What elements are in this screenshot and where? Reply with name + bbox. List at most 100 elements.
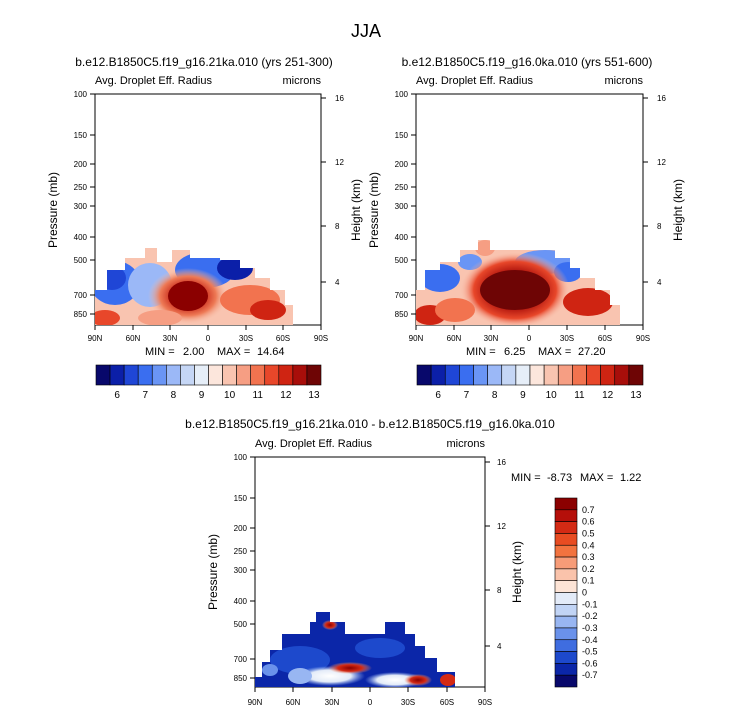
panel-1-colorbar: 6 7 8 9 10 11 12 13: [95, 364, 322, 401]
panel-2-ytick-right-1: 12: [657, 158, 666, 167]
panel-2-minmax: MIN = 6.25 MAX = 27.20: [466, 346, 606, 358]
panel-1-colorbar-swatch: [151, 364, 167, 386]
panel-3-ylabel: Pressure (mb): [206, 534, 220, 610]
panel-2-y-ticks: 100 150 200 250 300 400 500 700 850: [395, 90, 416, 319]
panel-2-max-label: MAX =: [538, 346, 571, 358]
panel-3-max-label: MAX =: [580, 472, 613, 484]
panel-3-ytick-1: 150: [234, 494, 248, 503]
panel-3-max-value: 1.22: [620, 472, 641, 484]
panel-2-colorbar: 6 7 8 9 10 11 12 13: [416, 364, 644, 401]
panel-2-max-value: 27.20: [578, 346, 606, 358]
panel-1-xtick-6: 90S: [314, 334, 328, 343]
panel-3-minmax: MIN = -8.73 MAX = 1.22: [511, 472, 641, 484]
panel-1-ylabel: Pressure (mb): [46, 172, 60, 248]
panel-2-title: b.e12.B1850C5.f19_g16.0ka.010 (yrs 551-6…: [402, 55, 653, 69]
panel-2-ytick-6: 500: [395, 256, 409, 265]
panel-3-colorbar-label: -0.5: [582, 647, 598, 657]
panel-1-colorbar-label: 9: [199, 390, 205, 401]
panel-3-ytick-8: 850: [234, 674, 248, 683]
panel-2-ytick-3: 250: [395, 183, 409, 192]
panel-2-colorbar-swatch: [473, 364, 488, 386]
panel-2-colorbar-swatch: [543, 364, 559, 386]
panel-2-colorbar-swatch: [628, 364, 644, 386]
panel-1-colorbar-swatch: [278, 364, 294, 386]
panel-3-ytick-2: 200: [234, 524, 248, 533]
panel-3-colorbar-swatch: [554, 533, 578, 546]
panel-3-colorbar-label: 0: [582, 588, 587, 598]
panel-2-colorbar-label: 7: [464, 390, 470, 401]
panel-3: b.e12.B1850C5.f19_g16.21ka.010 - b.e12.B…: [185, 417, 641, 707]
panel-3-colorbar-label: -0.1: [582, 599, 598, 609]
panel-1-title: b.e12.B1850C5.f19_g16.21ka.010 (yrs 251-…: [75, 55, 333, 69]
panel-1-ytick-1: 150: [74, 131, 88, 140]
panel-3-xtick-0: 90N: [248, 698, 263, 707]
panel-1-colorbar-swatch: [166, 364, 181, 386]
panel-3-colorbar-swatch: [554, 651, 578, 664]
panel-3-colorbar-label: -0.2: [582, 611, 598, 621]
panel-3-colorbar-label: -0.7: [582, 670, 598, 680]
panel-1-max-value: 14.64: [257, 346, 285, 358]
panel-3-ytick-7: 700: [234, 655, 248, 664]
panel-1-colorbar-label: 12: [280, 390, 292, 401]
panel-2-xtick-1: 60N: [447, 334, 462, 343]
panel-2-ytick-8: 850: [395, 310, 409, 319]
panel-1-colorbar-label: 6: [114, 390, 120, 401]
panel-3-xtick-2: 30N: [325, 698, 340, 707]
panel-2-ytick-1: 150: [395, 131, 409, 140]
panel-1-xtick-4: 30S: [239, 334, 253, 343]
panel-3-colorbar-label: -0.3: [582, 623, 598, 633]
panel-2-ytick-7: 700: [395, 291, 409, 300]
panel-1-colorbar-swatch: [292, 364, 308, 386]
panel-3-title: b.e12.B1850C5.f19_g16.21ka.010 - b.e12.B…: [185, 417, 555, 431]
panel-1-xtick-5: 60S: [276, 334, 290, 343]
panel-2-colorbar-swatch: [557, 364, 573, 386]
panel-3-ytick-right-2: 8: [497, 586, 502, 595]
panel-3-colorbar-swatch: [554, 674, 578, 688]
panel-2-y-right-ticks: 16 12 8 4: [643, 94, 666, 287]
panel-2-colorbar-label: 11: [574, 390, 585, 401]
panel-3-colorbar-label: 0.2: [582, 564, 595, 574]
panel-1-y-ticks: 100 150 200 250 300 400 500 700 850: [74, 90, 95, 319]
panel-3-ytick-right-1: 12: [497, 522, 506, 531]
panel-2-xtick-6: 90S: [636, 334, 650, 343]
panel-1-right-label: microns: [282, 75, 321, 87]
panel-2-ylabel: Pressure (mb): [367, 172, 381, 248]
panel-3-colorbar-swatch: [554, 509, 578, 522]
panel-2-colorbar-label: 9: [520, 390, 526, 401]
panel-1: b.e12.B1850C5.f19_g16.21ka.010 (yrs 251-…: [46, 55, 363, 401]
panel-2-right-label: microns: [604, 75, 643, 87]
panel-3-colorbar-swatch: [554, 627, 578, 641]
panel-3-ytick-6: 500: [234, 620, 248, 629]
panel-2-colorbar-swatch: [572, 364, 587, 386]
panel-2-colorbar-swatch: [600, 364, 616, 386]
panel-2-colorbar-label: 8: [492, 390, 498, 401]
panel-3-ytick-3: 250: [234, 547, 248, 556]
panel-1-ytick-8: 850: [74, 310, 88, 319]
panel-3-xtick-4: 30S: [401, 698, 415, 707]
panel-2: b.e12.B1850C5.f19_g16.0ka.010 (yrs 551-6…: [367, 55, 685, 401]
panel-2-x-ticks: 90N 60N 30N 0 30S 60S 90S: [409, 325, 650, 343]
panel-2-colorbar-swatch: [614, 364, 630, 386]
panel-1-colorbar-label: 7: [142, 390, 148, 401]
panel-1-colorbar-label: 10: [224, 390, 236, 401]
panel-1-ytick-0: 100: [74, 90, 88, 99]
panel-3-y-right-ticks: 16 12 8 4: [485, 458, 506, 651]
panel-2-colorbar-label: 12: [602, 390, 614, 401]
panel-2-ytick-right-0: 16: [657, 94, 666, 103]
panel-1-max-label: MAX =: [217, 346, 250, 358]
panel-3-colorbar-swatch: [554, 663, 578, 676]
panel-3-colorbar-label: 0.6: [582, 517, 595, 527]
panel-2-ytick-4: 300: [395, 202, 409, 211]
panel-2-xtick-4: 30S: [560, 334, 574, 343]
panel-2-xtick-3: 0: [527, 334, 532, 343]
panel-1-colorbar-swatch: [95, 364, 111, 386]
panel-1-colorbar-swatch: [264, 364, 280, 386]
panel-1-colorbar-swatch: [137, 364, 153, 386]
panel-1-field: [95, 248, 293, 325]
panel-3-ytick-right-0: 16: [497, 458, 506, 467]
panel-2-colorbar-swatch: [459, 364, 474, 386]
panel-2-xtick-0: 90N: [409, 334, 424, 343]
panel-2-xtick-5: 60S: [598, 334, 612, 343]
panel-1-colorbar-swatch: [194, 364, 209, 386]
panel-1-ytick-right-1: 12: [335, 158, 344, 167]
